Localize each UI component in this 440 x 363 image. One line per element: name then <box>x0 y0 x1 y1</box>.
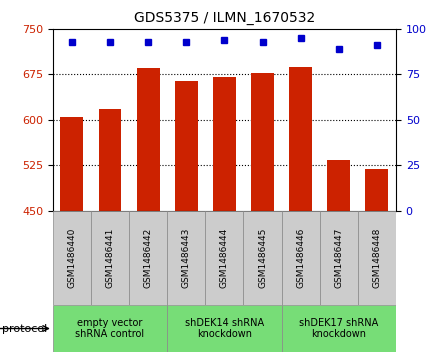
Text: GSM1486448: GSM1486448 <box>372 228 381 288</box>
Bar <box>289 66 312 363</box>
Text: GSM1486443: GSM1486443 <box>182 228 191 288</box>
Text: shDEK14 shRNA
knockdown: shDEK14 shRNA knockdown <box>185 318 264 339</box>
Bar <box>282 211 320 305</box>
Bar <box>91 211 129 305</box>
Text: GSM1486444: GSM1486444 <box>220 228 229 288</box>
Bar <box>167 211 205 305</box>
Bar <box>129 211 167 305</box>
Text: empty vector
shRNA control: empty vector shRNA control <box>75 318 145 339</box>
Text: GSM1486445: GSM1486445 <box>258 228 267 288</box>
Bar <box>99 109 121 363</box>
Text: GSM1486441: GSM1486441 <box>106 228 114 288</box>
Bar <box>175 81 198 363</box>
Bar <box>167 305 282 352</box>
Bar <box>60 117 83 363</box>
Bar <box>358 211 396 305</box>
Bar <box>137 68 160 363</box>
Text: shDEK17 shRNA
knockdown: shDEK17 shRNA knockdown <box>299 318 378 339</box>
Bar <box>327 160 350 363</box>
Bar <box>53 305 167 352</box>
Bar <box>251 73 274 363</box>
Text: GSM1486442: GSM1486442 <box>143 228 153 288</box>
Bar <box>205 211 243 305</box>
Bar <box>243 211 282 305</box>
Bar <box>53 211 91 305</box>
Text: GSM1486446: GSM1486446 <box>296 228 305 288</box>
Text: GSM1486440: GSM1486440 <box>67 228 77 288</box>
Bar <box>213 77 236 363</box>
Bar <box>282 305 396 352</box>
Bar <box>320 211 358 305</box>
Text: protocol: protocol <box>2 323 48 334</box>
Bar <box>366 169 389 363</box>
Text: GSM1486447: GSM1486447 <box>334 228 343 288</box>
Title: GDS5375 / ILMN_1670532: GDS5375 / ILMN_1670532 <box>134 11 315 25</box>
